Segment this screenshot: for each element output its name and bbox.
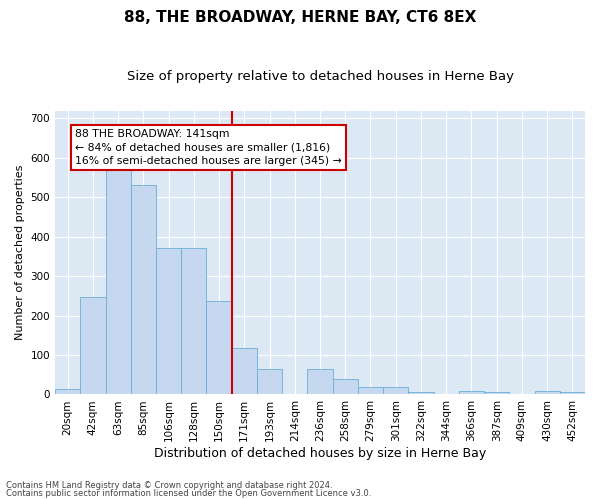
Bar bbox=[257, 369, 282, 394]
Text: Contains HM Land Registry data © Crown copyright and database right 2024.: Contains HM Land Registry data © Crown c… bbox=[6, 481, 332, 490]
Bar bbox=[484, 392, 509, 394]
Bar bbox=[459, 390, 484, 394]
Bar bbox=[307, 369, 332, 394]
Bar bbox=[409, 392, 434, 394]
Text: Contains public sector information licensed under the Open Government Licence v3: Contains public sector information licen… bbox=[6, 488, 371, 498]
Bar bbox=[206, 301, 232, 394]
Bar bbox=[80, 296, 106, 394]
Bar bbox=[232, 348, 257, 395]
Y-axis label: Number of detached properties: Number of detached properties bbox=[15, 165, 25, 340]
Title: Size of property relative to detached houses in Herne Bay: Size of property relative to detached ho… bbox=[127, 70, 514, 83]
X-axis label: Distribution of detached houses by size in Herne Bay: Distribution of detached houses by size … bbox=[154, 447, 486, 460]
Bar bbox=[156, 248, 181, 394]
Bar bbox=[55, 388, 80, 394]
Text: 88 THE BROADWAY: 141sqm
← 84% of detached houses are smaller (1,816)
16% of semi: 88 THE BROADWAY: 141sqm ← 84% of detache… bbox=[75, 130, 342, 166]
Bar bbox=[181, 248, 206, 394]
Bar bbox=[106, 164, 131, 394]
Bar bbox=[383, 386, 409, 394]
Text: 88, THE BROADWAY, HERNE BAY, CT6 8EX: 88, THE BROADWAY, HERNE BAY, CT6 8EX bbox=[124, 10, 476, 25]
Bar bbox=[332, 378, 358, 394]
Bar bbox=[358, 386, 383, 394]
Bar bbox=[131, 186, 156, 394]
Bar bbox=[535, 392, 560, 394]
Bar bbox=[560, 392, 585, 394]
